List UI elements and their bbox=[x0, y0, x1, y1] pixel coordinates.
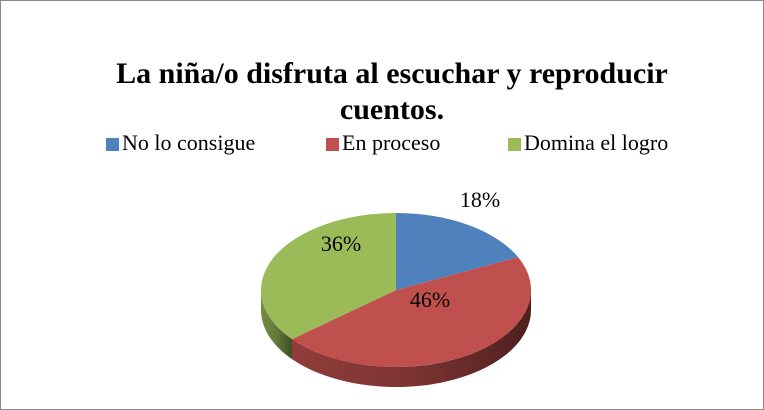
legend-label: En proceso bbox=[342, 130, 440, 155]
data-label: 18% bbox=[460, 187, 500, 212]
legend-swatch bbox=[326, 138, 339, 151]
slice bbox=[396, 213, 519, 290]
legend-label: No lo consigue bbox=[122, 130, 255, 155]
data-label: 46% bbox=[410, 287, 450, 312]
slice-side-shade bbox=[291, 290, 531, 387]
legend-label: Domina el logro bbox=[524, 130, 668, 155]
slice-side-shade bbox=[261, 290, 292, 360]
legend-swatch bbox=[106, 138, 119, 151]
chart-title: La niña/o disfruta al escuchar y reprodu… bbox=[116, 57, 668, 126]
slice bbox=[261, 213, 396, 340]
slice bbox=[291, 257, 531, 367]
legend-swatch bbox=[508, 138, 521, 151]
data-label: 36% bbox=[321, 231, 361, 256]
